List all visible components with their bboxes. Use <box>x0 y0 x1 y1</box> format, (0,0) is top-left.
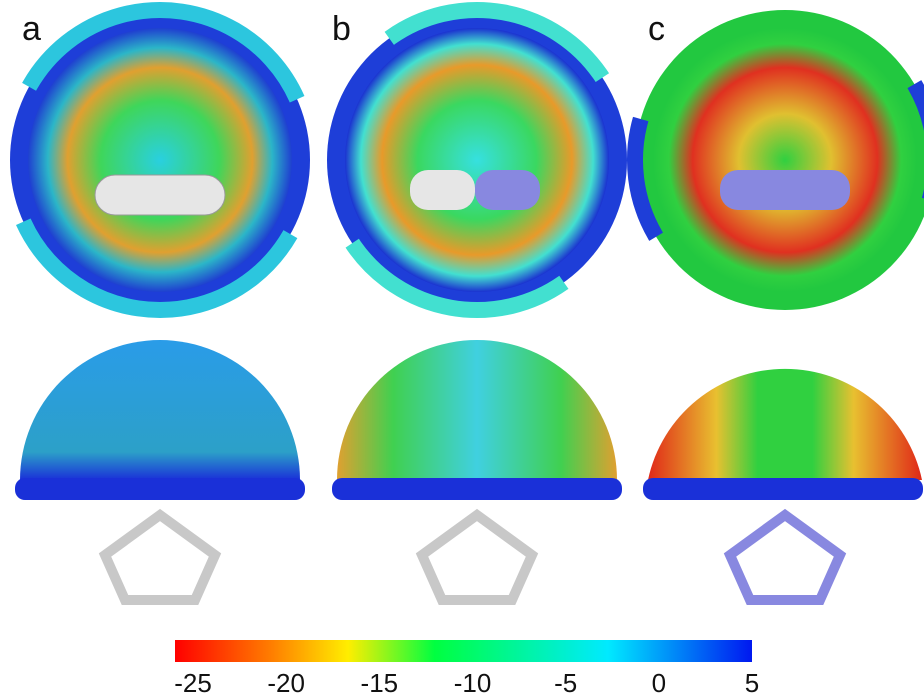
panel-c <box>580 0 924 600</box>
dome <box>20 340 300 480</box>
panel-label: c <box>648 10 665 48</box>
panel-a <box>0 0 365 600</box>
panel-label: b <box>332 10 351 48</box>
panel-b <box>268 0 686 600</box>
tick-label: -15 <box>361 668 399 698</box>
colorbar <box>175 640 752 662</box>
dome-base <box>332 478 622 500</box>
molecule <box>410 170 475 210</box>
molecule <box>475 170 540 210</box>
panel-label: a <box>22 10 41 48</box>
tick-label: -20 <box>267 668 305 698</box>
tick-label: -25 <box>174 668 212 698</box>
dome-base <box>15 478 305 500</box>
dome <box>648 369 922 480</box>
sphere <box>653 28 917 292</box>
colorbar-ticks: -25 -20 -15 -10 -5 0 5 <box>174 662 759 698</box>
pentagon <box>105 515 215 600</box>
dome-base <box>643 478 923 500</box>
tick-label: -5 <box>554 668 577 698</box>
pentagon <box>422 515 532 600</box>
pentagon <box>730 515 840 600</box>
tick-label: -10 <box>454 668 492 698</box>
molecule <box>720 170 850 210</box>
molecule <box>95 175 225 215</box>
sphere <box>28 28 292 292</box>
sphere <box>345 28 609 292</box>
tick-label: 5 <box>745 668 759 698</box>
tick-label: 0 <box>652 668 666 698</box>
dome <box>337 340 617 480</box>
figure: a b c -25 -20 -15 -10 -5 0 5 <box>0 0 924 698</box>
